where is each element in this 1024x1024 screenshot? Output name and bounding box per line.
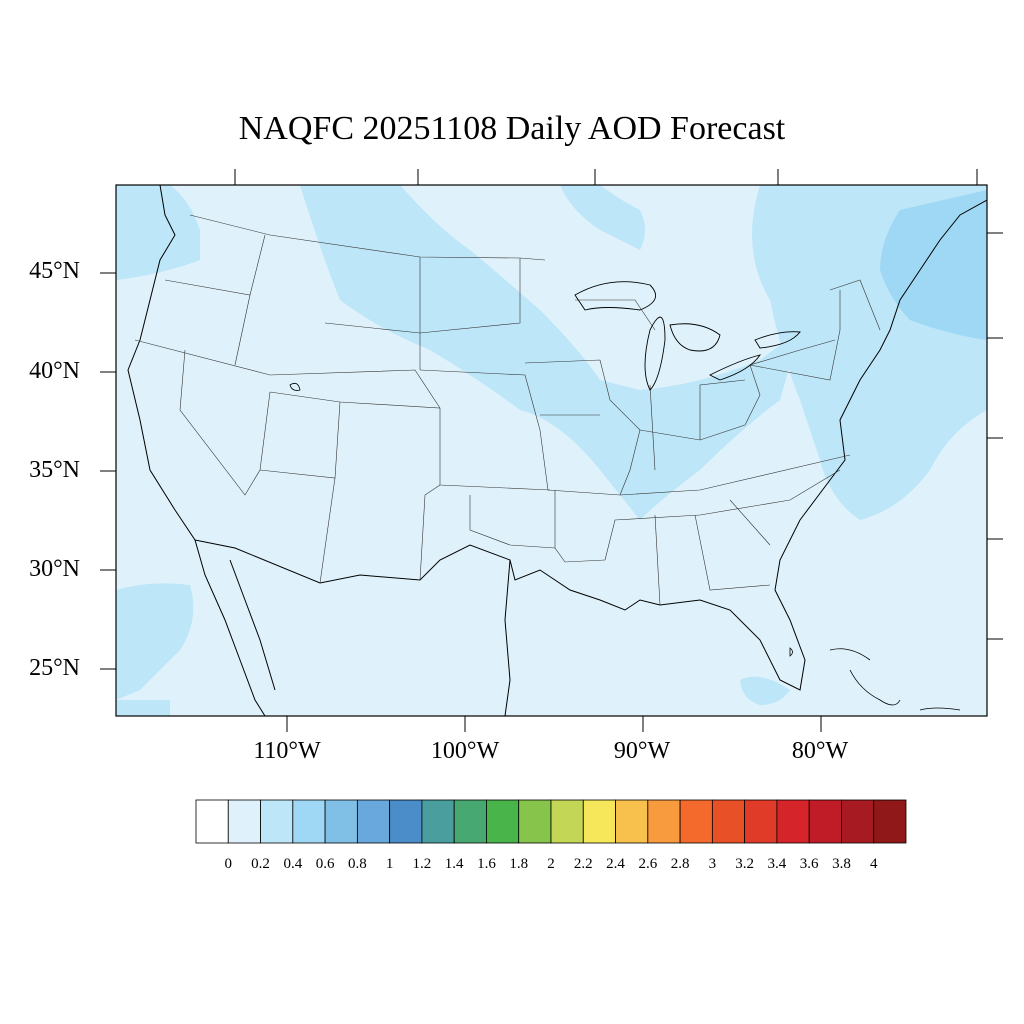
map-frame (115, 184, 988, 717)
aod-plume-caribbean (740, 676, 790, 705)
colorbar-swatch-16 (711, 799, 746, 844)
colorbar-label-15: 3 (708, 856, 717, 872)
lon-label-80w: 80°W (791, 738, 849, 764)
colorbar-swatch-14 (647, 799, 681, 844)
aod-plume-southwest-corner (116, 700, 170, 716)
colorbar-swatch-17 (744, 799, 778, 844)
colorbar-label-2: 0.4 (283, 856, 303, 872)
map-ticks (100, 169, 1003, 732)
colorbar-swatch-5 (356, 799, 391, 844)
colorbar-label-3: 0.6 (315, 856, 335, 872)
lat-label-35: 35°N (29, 457, 80, 483)
colorbar-swatch-11 (550, 799, 584, 844)
colorbar-label-12: 2.4 (606, 856, 625, 872)
colorbar-label-18: 3.6 (799, 856, 819, 872)
colorbar-swatch-3 (292, 799, 326, 844)
colorbar-swatch-12 (582, 799, 616, 844)
colorbar-label-5: 1 (385, 856, 394, 872)
lon-label-90w: 90°W (613, 738, 671, 764)
colorbar-label-7: 1.4 (444, 856, 464, 872)
great-lakes (574, 281, 801, 391)
aod-plume-pacific-south (116, 583, 194, 700)
colorbar-swatch-18 (776, 799, 810, 844)
colorbar-label-19: 3.8 (832, 856, 851, 872)
colorbar-swatch-1 (227, 799, 261, 844)
coastline (127, 185, 987, 716)
colorbar-swatch-13 (615, 799, 649, 844)
aod-plume-atlantic (880, 190, 987, 340)
colorbar-swatch-2 (260, 799, 294, 844)
colorbar-swatch-20 (841, 799, 875, 844)
lat-label-45: 45°N (29, 258, 80, 284)
colorbar-label-6: 1.2 (412, 856, 432, 872)
colorbar-swatch-8 (453, 799, 487, 844)
colorbar-swatch-21 (873, 799, 907, 844)
lat-label-40: 40°N (29, 358, 80, 384)
state-borders (134, 214, 881, 606)
colorbar-swatch-7 (421, 799, 455, 844)
aod-plume-northwest (116, 185, 200, 280)
figure-title: NAQFC 20251108 Daily AOD Forecast (238, 110, 786, 147)
colorbar-label-10: 2 (547, 856, 555, 872)
colorbar-swatch-15 (679, 799, 713, 844)
colorbar-label-0: 0 (224, 856, 233, 872)
colorbar-label-4: 0.8 (347, 856, 367, 872)
aod-plume-gulf (560, 185, 645, 250)
colorbar-label-1: 0.2 (251, 856, 270, 872)
colorbar-swatch-19 (808, 799, 842, 844)
colorbar-label-9: 1.8 (509, 856, 529, 872)
colorbar-swatch-10 (518, 799, 552, 844)
aod-plume-northern-plains (300, 185, 800, 520)
lat-label-25: 25°N (29, 655, 80, 681)
colorbar-swatch-6 (389, 799, 423, 844)
lon-label-110w: 110°W (253, 738, 321, 764)
colorbar-label-20: 4 (869, 856, 878, 872)
colorbar-swatch-4 (324, 799, 358, 844)
colorbar-label-13: 2.6 (638, 856, 658, 872)
lat-label-30: 30°N (29, 556, 80, 582)
colorbar-label-11: 2.2 (573, 856, 593, 872)
colorbar-label-14: 2.8 (670, 856, 690, 872)
colorbar-label-17: 3.4 (767, 856, 787, 872)
colorbar-label-16: 3.2 (735, 856, 754, 872)
colorbar (195, 799, 907, 844)
lon-label-100w: 100°W (430, 738, 500, 764)
colorbar-swatch-9 (486, 799, 520, 844)
colorbar-swatch-0 (195, 799, 229, 844)
islands (289, 382, 961, 711)
colorbar-label-8: 1.6 (477, 856, 496, 872)
